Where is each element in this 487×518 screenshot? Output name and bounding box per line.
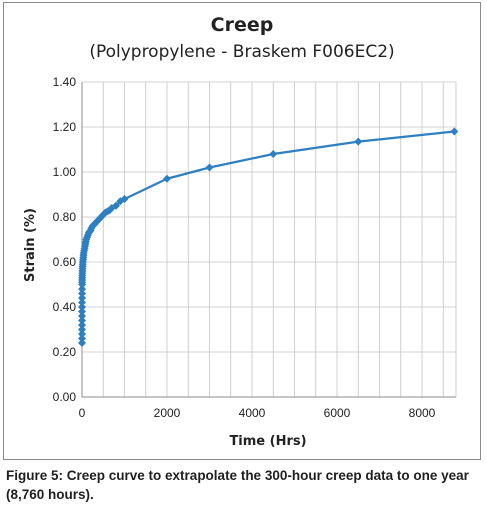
x-tick-label: 8000 — [409, 406, 436, 420]
data-point — [78, 339, 86, 347]
data-point — [205, 163, 214, 172]
y-tick-label: 1.20 — [53, 120, 77, 134]
data-point — [78, 285, 87, 293]
series-line — [80, 130, 455, 343]
data-point — [78, 289, 87, 298]
gridlines — [81, 81, 457, 398]
creep-chart: Creep (Polypropylene - Braskem F006EC2) … — [23, 14, 459, 449]
y-tick-label: 0.00 — [53, 390, 77, 404]
tick-labels: 0.00 0.20 0.40 0.60 0.80 1.00 1.20 1.40 0 2000 400… — [53, 75, 436, 420]
x-tick-label: 4000 — [239, 406, 266, 420]
x-tick-label: 0 — [79, 406, 86, 420]
figure-caption: Figure 5: Creep curve to extrapolate the… — [6, 468, 469, 502]
data-point — [120, 195, 129, 203]
data-point — [78, 321, 86, 329]
y-tick-label: 1.40 — [53, 75, 77, 89]
data-point — [112, 201, 120, 210]
series-strain — [78, 127, 459, 347]
y-tick-label: 1.00 — [53, 165, 77, 179]
x-axis-title: Time (Hrs) — [229, 434, 306, 449]
data-point — [78, 330, 86, 338]
data-point — [78, 298, 86, 307]
data-point — [78, 294, 87, 302]
data-point — [354, 137, 363, 146]
data-point — [78, 316, 86, 325]
x-tick-label: 6000 — [324, 406, 351, 420]
chart-frame: Creep (Polypropylene - Braskem F006EC2) … — [3, 2, 481, 460]
data-point — [269, 150, 278, 158]
data-point — [450, 127, 459, 136]
data-point — [78, 307, 86, 316]
data-point — [78, 303, 86, 311]
data-point — [78, 334, 86, 343]
data-point — [163, 174, 171, 183]
data-point — [78, 312, 86, 320]
y-tick-label: 0.60 — [53, 255, 77, 269]
y-tick-label: 0.40 — [53, 300, 77, 314]
y-tick-label: 0.80 — [53, 210, 77, 224]
axes — [81, 82, 456, 398]
data-point — [78, 325, 86, 334]
y-tick-label: 0.20 — [53, 345, 77, 359]
y-axis-title: Strain (%) — [23, 208, 38, 282]
chart-title: Creep — [211, 14, 274, 36]
chart-subtitle: (Polypropylene - Braskem F006EC2) — [89, 42, 394, 62]
x-tick-label: 2000 — [154, 406, 181, 420]
